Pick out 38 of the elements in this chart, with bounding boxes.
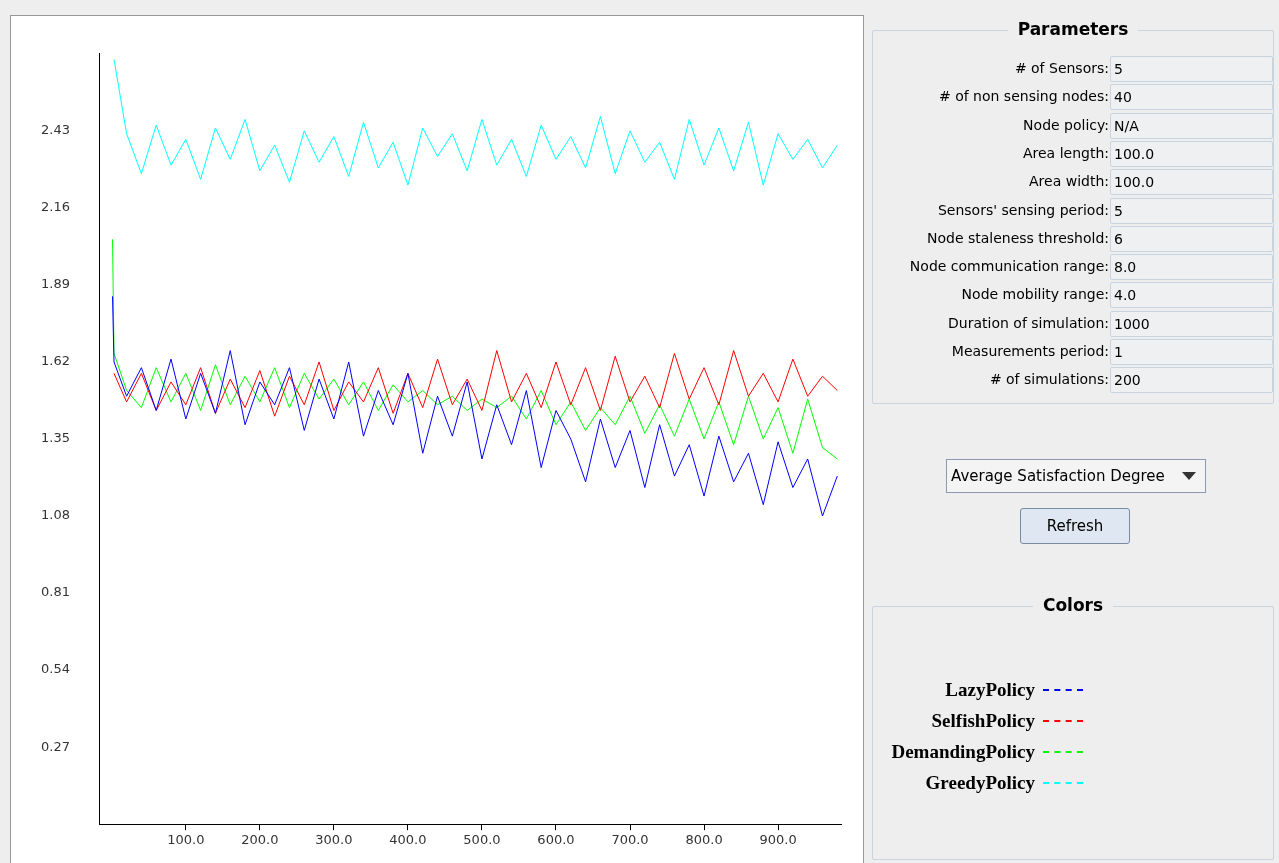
y-tick-label: 2.43 <box>40 122 70 138</box>
x-tick-label: 300.0 <box>315 832 353 848</box>
text: Node communication range: 8.0 <box>909 257 1138 278</box>
text: Average Satisfaction Degree <box>950 467 1166 485</box>
y-tick-label: 1.08 <box>40 507 70 523</box>
legend-label: DemandingPolicy <box>891 741 1036 763</box>
text: Node policy: N/A <box>1023 115 1140 136</box>
y-tick-label: 0.81 <box>40 584 70 600</box>
x-tick-label: 700.0 <box>611 832 649 848</box>
x-tick-label: 100.0 <box>167 832 205 848</box>
text: Node mobility range: 4.0 <box>961 285 1138 306</box>
legend-label: GreedyPolicy <box>925 772 1036 794</box>
y-tick-label: 2.16 <box>40 199 70 215</box>
x-tick-label: 600.0 <box>537 832 575 848</box>
text: Node staleness threshold: 6 <box>926 228 1124 249</box>
text: # of non sensing nodes: 40 <box>938 87 1133 108</box>
legend-label: SelfishPolicy <box>931 710 1036 732</box>
legend-label: LazyPolicy <box>945 679 1036 701</box>
text: Area width: 100.0 <box>1029 172 1156 193</box>
text: Duration of simulation: 1000 <box>948 313 1151 334</box>
text: Parameters <box>1008 19 1138 39</box>
x-tick-label: 900.0 <box>759 832 797 848</box>
y-tick-label: 0.27 <box>40 738 70 754</box>
y-tick-label: 1.62 <box>40 353 70 369</box>
x-tick-label: 500.0 <box>463 832 501 848</box>
text: Refresh <box>1020 508 1130 544</box>
y-tick-label: 1.35 <box>40 430 70 446</box>
legend-title: Colors <box>1033 595 1113 615</box>
text: Measurements period: 1 <box>951 342 1124 362</box>
x-tick-label: 200.0 <box>241 832 279 848</box>
text: Area length: 100.0 <box>1022 143 1156 164</box>
x-tick-label: 800.0 <box>685 832 723 848</box>
text: # of Sensors: 5 <box>1014 59 1124 79</box>
text: # of simulations: 200 <box>989 370 1142 391</box>
y-tick-label: 0.54 <box>40 661 70 677</box>
y-tick-label: 1.89 <box>40 276 70 292</box>
text: Sensors' sensing period: 5 <box>937 200 1124 221</box>
x-tick-label: 400.0 <box>389 832 427 848</box>
